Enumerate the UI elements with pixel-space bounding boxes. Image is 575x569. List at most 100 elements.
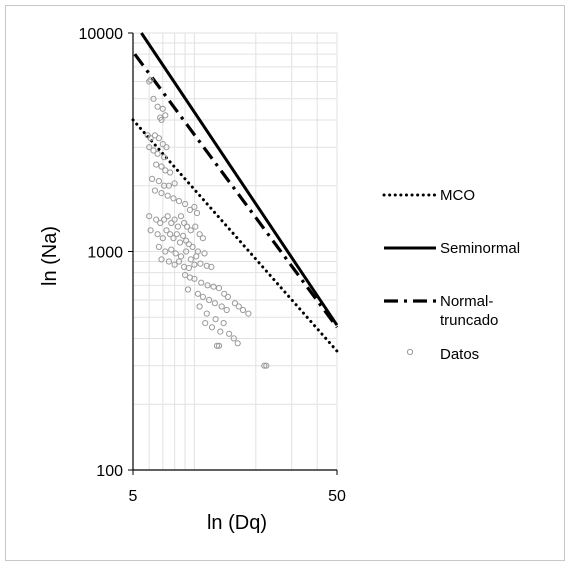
data-point [186, 206, 193, 213]
legend-normal-truncado-label: truncado [440, 312, 498, 329]
plot-series [131, 32, 339, 353]
data-point [147, 135, 154, 142]
data-point [157, 219, 164, 227]
chart-frame: 10000 1000 100 5 50 MCO Seminormal Normal-trun… [5, 5, 565, 561]
data-point [161, 154, 168, 161]
legend-seminormal-label: Seminormal [440, 240, 520, 257]
data-point [147, 76, 154, 84]
data-point [175, 258, 183, 265]
data-point [177, 213, 185, 220]
legend-normal-truncado-label: Normal- [440, 293, 493, 310]
data-point [172, 250, 179, 257]
data-point [150, 147, 157, 154]
data-point [171, 180, 178, 187]
data-point [150, 95, 157, 102]
data-point [217, 328, 224, 335]
data-point [234, 340, 241, 347]
data-point [199, 235, 206, 242]
data-point [159, 141, 166, 148]
data-point [182, 200, 189, 208]
data-point [210, 283, 217, 290]
data-point [230, 335, 237, 342]
data-point [192, 223, 199, 230]
data-point [161, 216, 168, 223]
data-point [180, 232, 187, 239]
data-point [198, 279, 205, 286]
data-point [197, 260, 204, 267]
data-point [231, 300, 238, 307]
data-point [154, 231, 161, 238]
data-point [245, 310, 252, 317]
chart: 10000 1000 100 5 50 MCO Seminormal Normal-trun… [39, 26, 520, 534]
data-point [263, 362, 270, 369]
data-point [167, 169, 174, 176]
data-point [183, 223, 191, 230]
data-point [191, 275, 198, 282]
data-point [158, 256, 165, 263]
data-point [183, 237, 190, 244]
data-point [158, 116, 165, 124]
y-tick-label: 1000 [87, 245, 123, 262]
data-point [168, 219, 175, 227]
legend-mco-label: MCO [440, 187, 475, 204]
x-axis-title: ln (Dq) [207, 512, 267, 534]
data-point [223, 306, 230, 314]
data-point [185, 241, 192, 248]
data-point [158, 190, 165, 197]
data-point [235, 303, 242, 310]
y-tick-label: 100 [96, 463, 123, 480]
data-point [149, 175, 156, 182]
data-point [191, 261, 198, 268]
data-point [204, 282, 211, 289]
data-point [153, 161, 160, 168]
data-point [159, 105, 166, 112]
data-point [189, 243, 196, 250]
data-point [159, 235, 166, 242]
data-point [202, 320, 209, 327]
data-point [163, 144, 170, 151]
data-point [165, 182, 172, 189]
data-points [144, 76, 270, 369]
data-point [170, 235, 177, 242]
data-point [146, 213, 153, 220]
data-point [185, 264, 192, 272]
data-point [187, 227, 194, 234]
data-point [196, 231, 203, 238]
data-point [193, 253, 200, 260]
data-point [162, 112, 169, 119]
data-point [175, 198, 183, 205]
data-point [153, 216, 160, 223]
data-point [147, 227, 154, 234]
data-point [203, 310, 210, 317]
data-point [212, 316, 219, 323]
data-point [215, 342, 223, 349]
data-point [239, 306, 247, 314]
data-point [146, 78, 153, 85]
data-point [199, 293, 206, 300]
legend-datos-swatch [406, 348, 414, 356]
data-point [193, 209, 201, 217]
data-point [154, 103, 161, 110]
data-point [151, 187, 158, 194]
data-point [196, 303, 203, 310]
data-point [176, 239, 184, 246]
legend-datos-label: Datos [440, 346, 479, 363]
y-tick-label: 10000 [79, 26, 124, 43]
data-point [187, 256, 194, 263]
data-point [155, 243, 162, 250]
data-point [213, 342, 221, 349]
x-tick-label: 5 [129, 488, 138, 505]
series-line-mco [131, 118, 339, 353]
data-point [191, 203, 198, 210]
data-point [206, 296, 213, 304]
data-point [208, 263, 215, 270]
data-point [201, 250, 208, 257]
x-tick-label: 50 [328, 488, 346, 505]
data-point [146, 144, 153, 151]
data-point [181, 219, 188, 227]
series-line-seminormal [140, 32, 339, 327]
data-point [208, 324, 216, 331]
data-point [171, 261, 178, 268]
data-point [177, 253, 185, 260]
axes: 10000 1000 100 5 50 [79, 26, 347, 505]
